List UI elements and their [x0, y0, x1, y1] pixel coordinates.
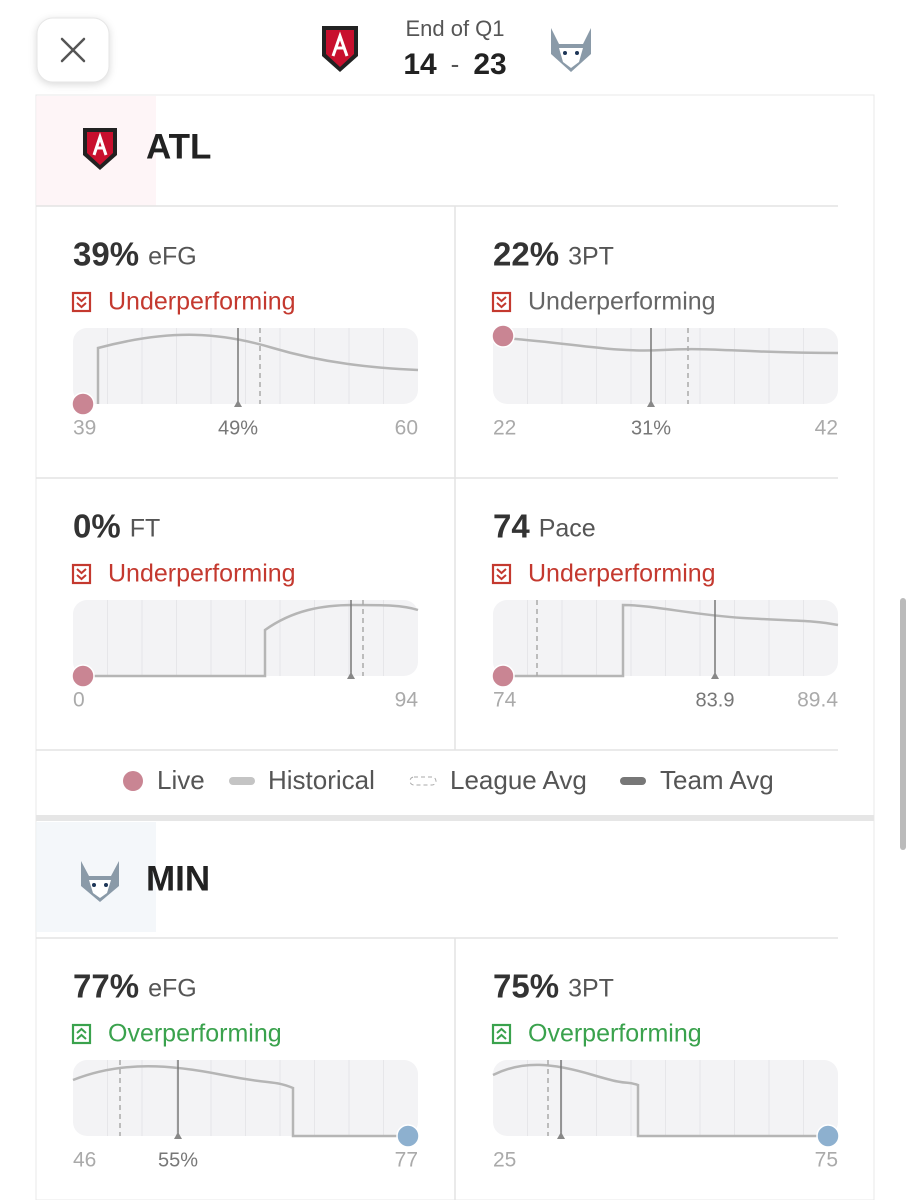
status-icon	[491, 1023, 512, 1045]
historical-curve	[502, 336, 839, 355]
icon-chevron	[76, 296, 87, 309]
period: End of Q1	[405, 16, 504, 41]
status: Underperforming	[108, 560, 296, 588]
live-dot	[71, 392, 95, 416]
status: Overperforming	[108, 1020, 282, 1048]
stat-value: 77%	[73, 968, 139, 1005]
legend-historical	[229, 777, 255, 785]
avg-pointer	[711, 672, 719, 679]
status: Underperforming	[528, 560, 716, 588]
stat-metric: FT	[130, 515, 161, 543]
avg-pointer	[557, 1132, 565, 1139]
live-dot	[396, 1124, 420, 1148]
icon-chevron	[496, 1027, 507, 1040]
legend-label: Team Avg	[660, 765, 774, 795]
axis-min: 0	[73, 689, 85, 712]
axis-max: 77	[395, 1149, 418, 1172]
stat-metric: 3PT	[568, 243, 614, 271]
status: Overperforming	[528, 1020, 702, 1048]
legend-label: Historical	[268, 765, 375, 795]
legend-team	[620, 777, 646, 785]
axis-min: 39	[73, 417, 96, 440]
axis-avg: 31%	[631, 417, 671, 439]
status-icon	[71, 1023, 92, 1045]
min-logo-small	[81, 861, 119, 902]
stat-metric: 3PT	[568, 975, 614, 1003]
axis-avg: 83.9	[696, 689, 735, 711]
legend-label: League Avg	[450, 765, 587, 795]
historical-curve	[73, 603, 419, 678]
close-button[interactable]	[36, 17, 110, 83]
avg-pointer	[234, 400, 242, 407]
axis-max: 42	[815, 417, 838, 440]
header-bg	[0, 0, 910, 95]
avg-pointer	[347, 672, 355, 679]
icon-frame	[71, 291, 92, 313]
icon-frame	[491, 291, 512, 313]
legend-label: Live	[157, 765, 205, 795]
axis-avg: 49%	[218, 417, 258, 439]
icon-frame	[491, 1023, 512, 1045]
status: Underperforming	[528, 288, 716, 316]
status: Underperforming	[108, 288, 296, 316]
stat-value: 39%	[73, 236, 139, 273]
score-home: 14	[403, 48, 437, 81]
axis-max: 94	[395, 689, 419, 712]
stat-value: 0%	[73, 508, 121, 545]
icon-chevron	[496, 296, 507, 309]
stat-metric: eFG	[148, 243, 197, 271]
axis-max: 60	[395, 417, 418, 440]
status-icon	[71, 291, 92, 313]
axis-max: 75	[815, 1149, 838, 1172]
axis-avg: 55%	[158, 1149, 198, 1171]
historical-curve	[96, 333, 419, 404]
axis-min: 25	[493, 1149, 516, 1172]
icon-frame	[71, 563, 92, 585]
atl-logo-small	[83, 128, 117, 170]
historical-curve	[493, 603, 839, 678]
icon-chevron	[76, 568, 87, 581]
avg-pointer	[174, 1132, 182, 1139]
status-icon	[491, 291, 512, 313]
axis-min: 22	[493, 417, 516, 440]
team-name: MIN	[146, 859, 210, 898]
atl-logo	[322, 26, 358, 72]
live-dot	[71, 664, 95, 688]
legend-live	[123, 771, 143, 791]
icon-chevron	[496, 568, 507, 581]
score-away: 23	[473, 48, 506, 81]
axis-max: 89.4	[797, 689, 838, 712]
score-sep: -	[451, 49, 460, 79]
axis-min: 74	[493, 689, 517, 712]
stat-value: 74	[493, 508, 530, 545]
legend-league	[409, 776, 437, 786]
historical-curve	[72, 1065, 418, 1138]
status-icon	[71, 563, 92, 585]
icon-frame	[491, 563, 512, 585]
min-logo	[551, 28, 591, 72]
avg-pointer	[647, 400, 655, 407]
stat-value: 75%	[493, 968, 559, 1005]
icon-chevron	[76, 1027, 87, 1040]
live-dot	[491, 664, 515, 688]
historical-curve	[492, 1063, 838, 1138]
team-name: ATL	[146, 127, 211, 166]
axis-min: 46	[73, 1149, 96, 1172]
status-icon	[491, 563, 512, 585]
stat-metric: eFG	[148, 975, 197, 1003]
live-dot	[491, 324, 515, 348]
scrollbar	[900, 598, 906, 850]
stat-metric: Pace	[539, 515, 596, 543]
live-dot	[816, 1124, 840, 1148]
stat-value: 22%	[493, 236, 559, 273]
icon-frame	[71, 1023, 92, 1045]
